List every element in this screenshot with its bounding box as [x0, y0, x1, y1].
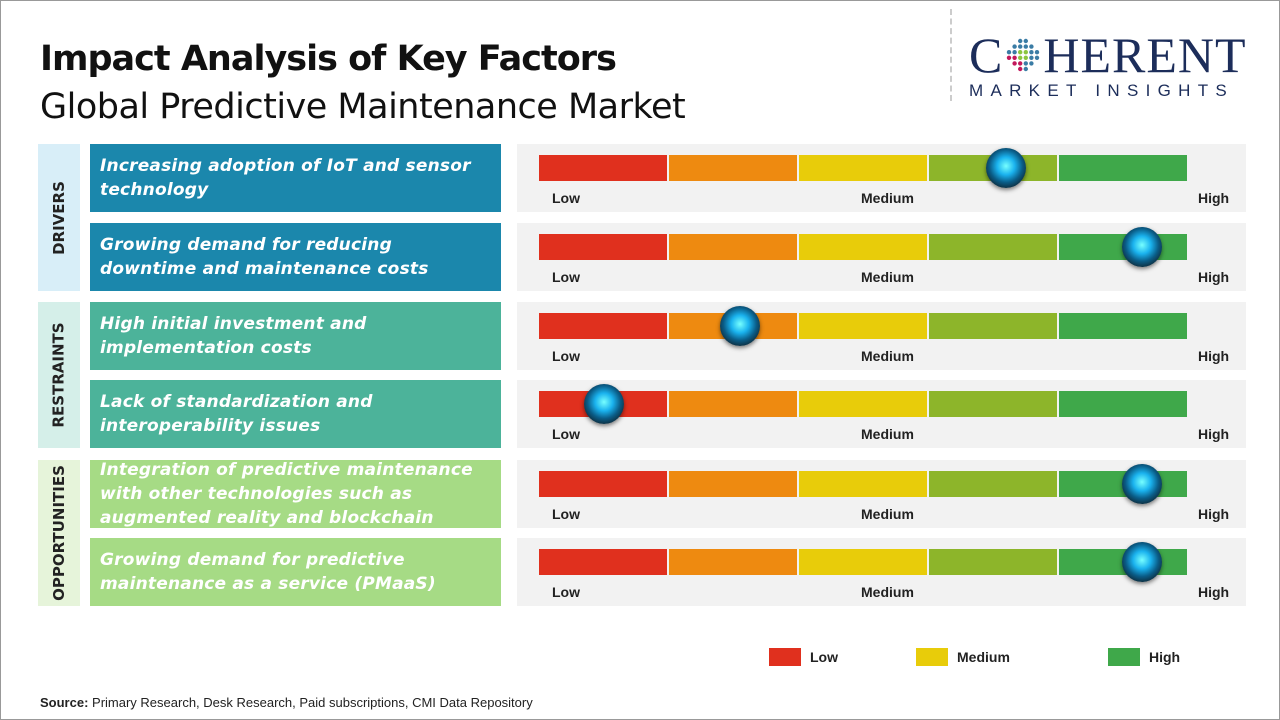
impact-gauge: Low Medium High	[517, 538, 1246, 606]
gauge-segment	[929, 391, 1057, 417]
scale-high-label: High	[1198, 348, 1230, 364]
category-label: OPPORTUNITIES	[38, 460, 80, 606]
factor-text: High initial investment and implementati…	[90, 302, 501, 370]
scale-high-label: High	[1198, 190, 1230, 206]
scale-low-label: Low	[552, 506, 580, 522]
scale-high-label: High	[1198, 269, 1230, 285]
legend-high: High	[1108, 648, 1180, 666]
impact-gauge: Low Medium High	[517, 460, 1246, 528]
scale-low-label: Low	[552, 348, 580, 364]
legend-swatch-medium	[916, 648, 948, 666]
category-name: RESTRAINTS	[50, 322, 69, 428]
legend-swatch-low	[769, 648, 801, 666]
impact-marker	[1121, 542, 1162, 582]
scale-low-label: Low	[552, 190, 580, 206]
scale-low-label: Low	[552, 584, 580, 600]
category-label: RESTRAINTS	[38, 302, 80, 448]
impact-gauge: Low Medium High	[517, 380, 1246, 448]
gauge-segment	[929, 313, 1057, 339]
gauge-segment	[799, 234, 927, 260]
source-note: Source: Primary Research, Desk Research,…	[40, 695, 533, 710]
gauge-bar	[539, 391, 1187, 417]
impact-marker	[583, 384, 624, 424]
gauge-segment	[799, 471, 927, 497]
scale-low-label: Low	[552, 426, 580, 442]
factor-text: Growing demand for reducing downtime and…	[90, 223, 501, 291]
legend-swatch-high	[1108, 648, 1140, 666]
gauge-bar	[539, 471, 1187, 497]
gauge-segment	[539, 471, 667, 497]
impact-marker	[985, 148, 1026, 188]
category-name: OPPORTUNITIES	[50, 465, 68, 601]
gauge-segment	[539, 234, 667, 260]
factor-text: Integration of predictive maintenance wi…	[90, 460, 501, 528]
impact-gauge: Low Medium High	[517, 223, 1246, 291]
divider	[950, 9, 952, 101]
gauge-segment	[669, 391, 797, 417]
scale-high-label: High	[1198, 426, 1230, 442]
gauge-bar	[539, 313, 1187, 339]
globe-icon	[1007, 38, 1040, 72]
gauge-segment	[1059, 313, 1187, 339]
gauge-segment	[929, 234, 1057, 260]
scale-medium-label: Medium	[861, 269, 914, 285]
gauge-segment	[1059, 155, 1187, 181]
gauge-segment	[539, 549, 667, 575]
impact-gauge: Low Medium High	[517, 302, 1246, 370]
scale-medium-label: Medium	[861, 506, 914, 522]
page-subtitle: Global Predictive Maintenance Market	[40, 87, 686, 127]
impact-gauge: Low Medium High	[517, 144, 1246, 212]
gauge-segment	[929, 471, 1057, 497]
gauge-segment	[669, 471, 797, 497]
impact-marker	[1121, 227, 1162, 267]
gauge-segment	[539, 155, 667, 181]
page-title: Impact Analysis of Key Factors	[40, 39, 617, 79]
gauge-bar	[539, 234, 1187, 260]
logo: C HERENT MARKET INSIGHTS	[969, 27, 1247, 100]
factor-text: Increasing adoption of IoT and sensor te…	[90, 144, 501, 212]
gauge-segment	[929, 549, 1057, 575]
gauge-segment	[799, 155, 927, 181]
impact-marker	[719, 306, 760, 346]
gauge-segment	[799, 391, 927, 417]
scale-medium-label: Medium	[861, 426, 914, 442]
gauge-bar	[539, 549, 1187, 575]
impact-marker	[1121, 464, 1162, 504]
scale-medium-label: Medium	[861, 348, 914, 364]
factor-text: Lack of standardization and interoperabi…	[90, 380, 501, 448]
scale-high-label: High	[1198, 584, 1230, 600]
category-label: DRIVERS	[38, 144, 80, 291]
scale-medium-label: Medium	[861, 584, 914, 600]
scale-low-label: Low	[552, 269, 580, 285]
scale-high-label: High	[1198, 506, 1230, 522]
gauge-segment	[669, 234, 797, 260]
gauge-segment	[799, 549, 927, 575]
gauge-segment	[1059, 391, 1187, 417]
gauge-segment	[799, 313, 927, 339]
scale-medium-label: Medium	[861, 190, 914, 206]
category-name: DRIVERS	[50, 180, 69, 255]
gauge-segment	[669, 155, 797, 181]
gauge-segment	[669, 549, 797, 575]
legend-low: Low	[769, 648, 838, 666]
factor-text: Growing demand for predictive maintenanc…	[90, 538, 501, 606]
legend-medium: Medium	[916, 648, 1010, 666]
gauge-bar	[539, 155, 1187, 181]
gauge-segment	[539, 313, 667, 339]
